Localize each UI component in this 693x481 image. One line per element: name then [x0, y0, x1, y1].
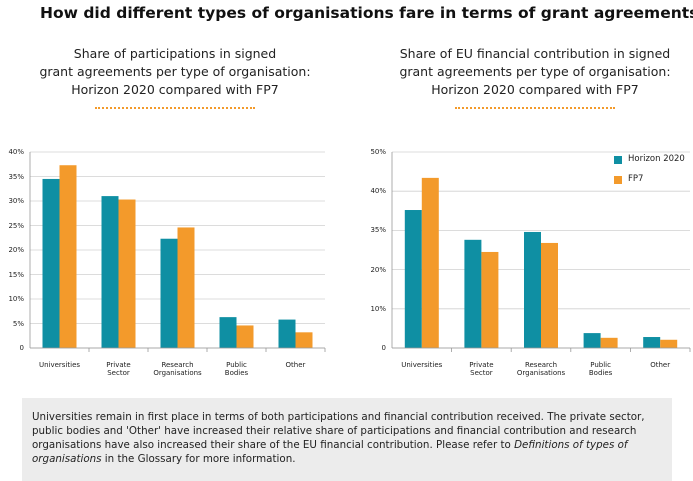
x-tick-label: Universities — [401, 361, 443, 369]
bar — [177, 227, 195, 348]
bar — [464, 239, 482, 348]
y-tick-label: 0 — [381, 344, 386, 352]
y-tick-label: 50% — [370, 148, 386, 156]
legend-label: FP7 — [628, 174, 644, 184]
y-tick-label: 20% — [370, 265, 386, 274]
x-tick-label: Other — [650, 361, 671, 369]
bar — [541, 242, 558, 348]
y-tick-label: 10% — [370, 304, 386, 313]
legend-label: Horizon 2020 — [628, 154, 685, 164]
x-tick-label: Public Bodies — [224, 361, 249, 377]
bar — [583, 333, 601, 348]
y-tick-label: 40% — [8, 148, 24, 156]
y-tick-label: 10% — [8, 295, 24, 303]
bar — [643, 337, 661, 348]
bar — [160, 238, 178, 348]
chart-title: Share of EU financial contribution in si… — [399, 46, 671, 97]
legend-swatch — [614, 176, 622, 184]
note-italic: Definitions of types of organisations — [32, 439, 628, 465]
x-tick-label: Research Organisations — [153, 361, 202, 377]
note-text: Universities remain in first place in te… — [32, 411, 645, 451]
bar — [295, 332, 313, 348]
chart-title: Share of participations in signed grant … — [39, 46, 311, 97]
x-tick-label: Universities — [38, 361, 81, 369]
x-tick-label: Public Bodies — [588, 361, 613, 377]
x-tick-label: Private Sector — [106, 361, 131, 377]
x-tick-label: Other — [285, 361, 306, 369]
bar — [404, 210, 422, 348]
bar — [219, 317, 237, 348]
x-tick-label: Private Sector — [469, 361, 494, 377]
bar — [660, 339, 678, 348]
y-tick-label: 25% — [8, 221, 24, 230]
legend-swatch — [614, 156, 622, 164]
bar — [524, 231, 541, 348]
y-tick-label: 20% — [8, 246, 24, 254]
page-title: How did different types of organisations… — [40, 4, 693, 22]
y-tick-label: 35% — [370, 226, 386, 235]
bar — [421, 177, 439, 348]
y-tick-label: 0 — [19, 344, 24, 352]
bar — [118, 199, 136, 348]
title-divider — [455, 107, 615, 109]
y-tick-label: 5% — [12, 319, 24, 328]
bar — [42, 178, 60, 348]
bar — [481, 251, 499, 348]
bar — [101, 196, 119, 348]
y-tick-label: 15% — [8, 270, 24, 279]
x-tick-label: Research Organisations — [516, 361, 566, 377]
note-text: in the Glossary for more information. — [101, 453, 296, 465]
bar — [59, 165, 77, 348]
y-tick-label: 30% — [8, 197, 24, 205]
y-tick-label: 35% — [8, 172, 24, 181]
bar — [600, 337, 618, 348]
bar — [236, 325, 254, 348]
bar — [278, 319, 296, 348]
title-divider — [95, 107, 255, 109]
note: Universities remain in first place in te… — [22, 398, 672, 481]
y-tick-label: 40% — [370, 187, 386, 196]
